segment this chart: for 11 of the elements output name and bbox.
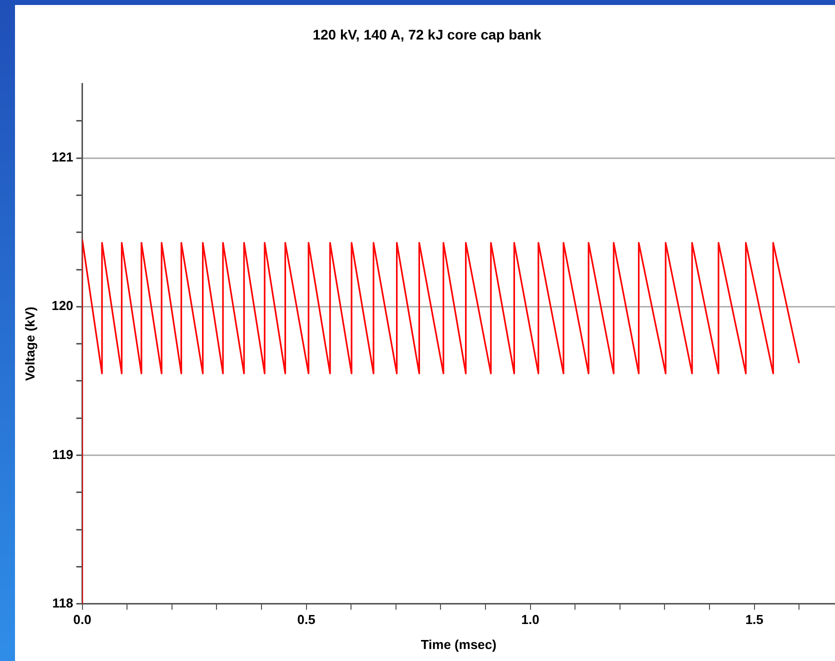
- y-tick-label: 118: [52, 595, 74, 610]
- x-axis-title: Time (msec): [420, 636, 496, 652]
- x-tick-label: 0.0: [73, 612, 92, 628]
- x-tick-label: 1.0: [521, 612, 540, 628]
- y-tick-label: 121: [52, 150, 74, 165]
- y-tick-label: 120: [52, 298, 74, 314]
- y-tick-label: 119: [52, 446, 74, 462]
- x-tick-label: 0.5: [297, 612, 316, 628]
- x-tick-label: 1.5: [745, 612, 764, 628]
- y-axis-title: Voltage (kV): [22, 306, 38, 381]
- chart-title: 120 kV, 140 A, 72 kJ core cap bank: [312, 26, 542, 42]
